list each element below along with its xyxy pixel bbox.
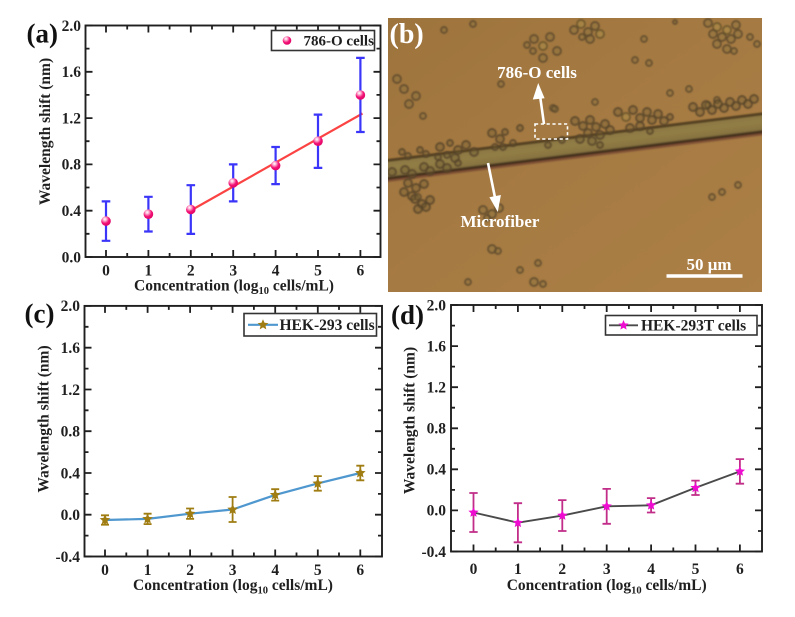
svg-text:Wavelength shift (nm): Wavelength shift (nm) xyxy=(402,347,419,494)
svg-text:2.0: 2.0 xyxy=(61,298,81,315)
svg-text:1.6: 1.6 xyxy=(61,340,81,357)
svg-text:2: 2 xyxy=(187,263,195,280)
svg-text:2.0: 2.0 xyxy=(62,18,82,35)
svg-text:HEK-293 cells: HEK-293 cells xyxy=(280,317,375,334)
svg-text:1: 1 xyxy=(145,263,153,280)
svg-text:5: 5 xyxy=(314,562,322,579)
svg-text:786-O cells: 786-O cells xyxy=(497,63,577,82)
svg-text:1: 1 xyxy=(144,562,152,579)
svg-text:1.2: 1.2 xyxy=(62,110,82,127)
svg-text:0: 0 xyxy=(470,561,478,578)
svg-text:4: 4 xyxy=(272,263,280,280)
svg-text:-0.4: -0.4 xyxy=(421,544,446,561)
svg-text:(d): (d) xyxy=(391,300,424,330)
svg-text:1.2: 1.2 xyxy=(427,380,447,397)
svg-text:786-O cells: 786-O cells xyxy=(304,34,375,50)
svg-text:0: 0 xyxy=(101,562,109,579)
svg-text:1: 1 xyxy=(514,561,522,578)
svg-text:0.0: 0.0 xyxy=(427,503,447,520)
svg-text:0.8: 0.8 xyxy=(427,421,447,438)
svg-text:3: 3 xyxy=(603,561,611,578)
svg-text:5: 5 xyxy=(692,561,700,578)
svg-text:Concentration (log10 cells/mL): Concentration (log10 cells/mL) xyxy=(133,577,333,597)
svg-text:4: 4 xyxy=(271,562,279,579)
svg-text:Wavelength shift (nm): Wavelength shift (nm) xyxy=(37,58,54,205)
svg-text:0.0: 0.0 xyxy=(62,249,82,266)
svg-text:6: 6 xyxy=(356,562,364,579)
svg-text:1.6: 1.6 xyxy=(62,64,82,81)
svg-text:Concentration (log10 cells/mL): Concentration (log10 cells/mL) xyxy=(134,278,334,298)
svg-text:-0.4: -0.4 xyxy=(55,549,80,566)
svg-text:1.2: 1.2 xyxy=(61,382,81,399)
svg-text:Wavelength shift (nm): Wavelength shift (nm) xyxy=(36,345,53,492)
svg-text:0.4: 0.4 xyxy=(62,203,82,220)
svg-text:0.4: 0.4 xyxy=(427,462,447,479)
svg-text:0.0: 0.0 xyxy=(61,507,81,524)
svg-text:50 μm: 50 μm xyxy=(686,255,731,274)
svg-text:2: 2 xyxy=(186,562,194,579)
svg-text:0: 0 xyxy=(102,263,110,280)
svg-text:Concentration (log10 cells/mL): Concentration (log10 cells/mL) xyxy=(507,577,707,597)
svg-text:6: 6 xyxy=(736,561,744,578)
svg-text:0.4: 0.4 xyxy=(61,465,81,482)
svg-text:HEK-293T cells: HEK-293T cells xyxy=(641,318,746,335)
svg-text:(b): (b) xyxy=(390,19,424,50)
svg-text:3: 3 xyxy=(229,562,237,579)
svg-text:5: 5 xyxy=(314,263,322,280)
svg-text:Microfiber: Microfiber xyxy=(461,212,540,231)
svg-text:(c): (c) xyxy=(25,299,55,329)
svg-text:6: 6 xyxy=(357,263,365,280)
svg-text:2.0: 2.0 xyxy=(427,297,447,314)
svg-text:(a): (a) xyxy=(27,18,58,48)
svg-text:1.6: 1.6 xyxy=(427,338,447,355)
svg-text:0.8: 0.8 xyxy=(61,424,81,441)
svg-text:3: 3 xyxy=(229,263,237,280)
svg-text:0.8: 0.8 xyxy=(62,157,82,174)
svg-text:4: 4 xyxy=(647,561,655,578)
svg-text:2: 2 xyxy=(558,561,566,578)
